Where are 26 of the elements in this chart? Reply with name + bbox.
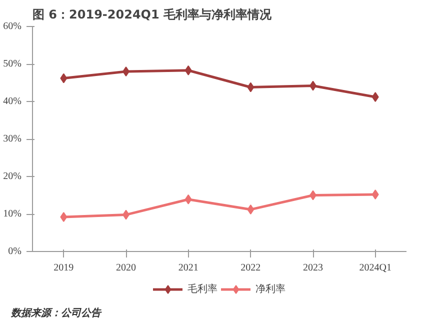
y-tick-label: 60% (3, 21, 22, 32)
y-tick-label: 0% (8, 246, 22, 257)
x-tick-label: 2024Q1 (359, 262, 392, 274)
chart-title: 图 6：2019-2024Q1 毛利率与净利率情况 (32, 8, 273, 22)
y-tick-label: 10% (3, 208, 22, 220)
y-tick-label: 40% (3, 96, 22, 107)
point (184, 194, 192, 204)
point (247, 82, 254, 92)
x-tick-label: 2022 (240, 262, 261, 274)
y-tick-label: 20% (3, 171, 22, 182)
point (122, 66, 130, 76)
x-tick-label: 2023 (303, 262, 323, 274)
point (60, 73, 68, 84)
x-tick-label: 2019 (54, 262, 74, 274)
legend-label: 毛利率 (188, 282, 218, 296)
y-tick-label: 50% (3, 58, 22, 70)
source-note: 数据来源：公司公告 (11, 307, 101, 321)
point (60, 212, 68, 222)
point (372, 190, 379, 200)
x-tick-label: 2021 (178, 262, 198, 274)
point (184, 65, 192, 76)
legend-label: 净利率 (256, 282, 286, 296)
y-tick-label: 30% (3, 134, 22, 144)
point (247, 204, 254, 214)
x-tick-label: 2020 (116, 262, 136, 274)
point (372, 92, 379, 102)
